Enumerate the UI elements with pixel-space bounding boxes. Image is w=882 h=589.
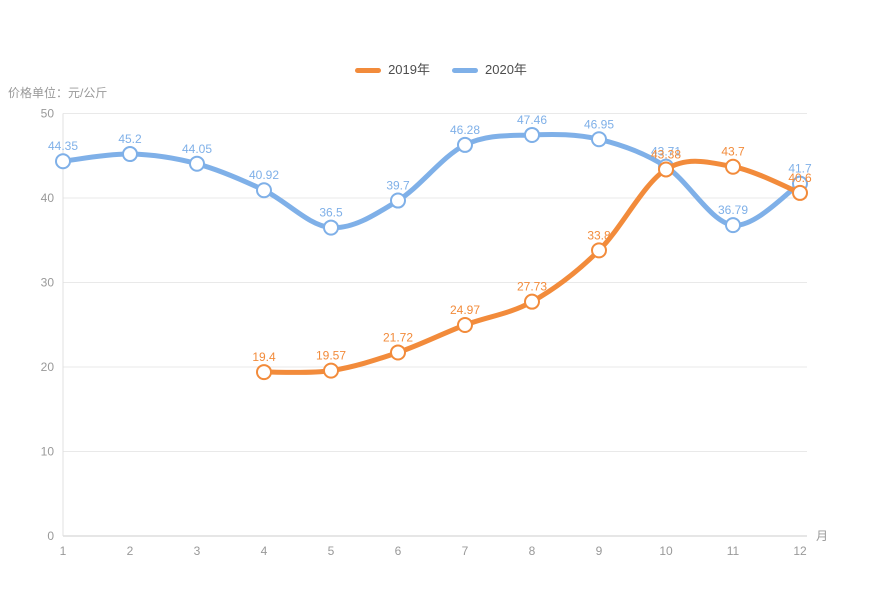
legend-item-2019[interactable]: 2019年 [355,63,430,77]
data-point-label-2020: 40.92 [249,168,279,182]
y-tick-label: 10 [41,445,55,459]
data-point-marker-2019[interactable] [658,161,674,178]
data-point-label-2020: 45.2 [118,132,142,146]
data-point-marker-2019[interactable] [591,242,607,259]
data-point-label-2020: 46.95 [584,117,614,131]
data-point-label-2020: 36.79 [718,203,748,217]
data-point-marker-2020[interactable] [256,182,272,199]
x-tick-label: 5 [328,544,335,558]
data-point-marker-2019[interactable] [457,317,473,334]
legend: 2019年 2020年 [0,63,882,77]
data-point-label-2019: 33.8 [587,228,611,242]
legend-swatch-2019-icon [355,67,382,73]
data-point-marker-2019[interactable] [725,158,741,175]
data-point-marker-2020[interactable] [524,126,540,143]
x-tick-label: 12 [793,544,807,558]
legend-item-2020[interactable]: 2020年 [452,63,527,77]
x-tick-label: 10 [659,544,673,558]
series-line-2020 [60,131,803,231]
y-tick-label: 50 [41,107,55,121]
data-point-label-2019: 27.73 [517,280,547,294]
data-point-marker-2020[interactable] [55,153,71,170]
legend-swatch-2020-icon [452,67,478,73]
data-point-marker-2020[interactable] [591,131,607,148]
data-point-label-2020: 47.46 [517,113,547,127]
x-tick-label: 9 [596,544,603,558]
data-point-marker-2020[interactable] [189,155,205,172]
data-point-label-2020: 41.7 [788,162,812,176]
legend-label-2019: 2019年 [388,62,430,77]
data-point-label-2019: 43.7 [721,145,745,159]
data-point-label-2019: 24.97 [450,303,480,317]
data-point-label-2020: 44.05 [182,142,212,156]
y-axis-unit-label: 价格单位：元/公斤 [8,86,108,100]
x-tick-label: 2 [127,544,134,558]
data-point-label-2019: 19.4 [252,350,276,364]
data-point-label-2019: 21.72 [383,330,413,344]
series-line-2019 [261,158,803,375]
x-tick-label: 8 [529,544,536,558]
data-point-marker-2019[interactable] [792,184,808,201]
data-point-marker-2019[interactable] [390,344,406,361]
data-point-label-2020: 43.71 [651,145,681,159]
data-point-marker-2019[interactable] [323,362,339,379]
y-tick-label: 20 [41,360,55,374]
data-point-marker-2020[interactable] [725,217,741,234]
legend-label-2020: 2020年 [485,62,527,77]
x-tick-label: 3 [194,544,201,558]
data-point-marker-2019[interactable] [524,293,540,310]
x-tick-label: 6 [395,544,402,558]
data-point-label-2020: 36.5 [319,206,343,220]
y-tick-label: 30 [41,276,55,290]
data-point-label-2020: 44.35 [48,139,78,153]
data-point-marker-2020[interactable] [457,136,473,153]
data-point-marker-2020[interactable] [323,219,339,236]
x-tick-label: 7 [462,544,469,558]
data-point-marker-2019[interactable] [256,364,272,381]
data-point-label-2019: 19.57 [316,349,346,363]
data-point-label-2020: 39.7 [386,179,410,193]
x-tick-label: 4 [261,544,268,558]
data-point-marker-2020[interactable] [122,146,138,163]
data-point-label-2019: 43.38 [651,147,681,161]
data-point-label-2020: 46.28 [450,123,480,137]
x-tick-label: 1 [60,544,67,558]
data-point-label-2019: 40.6 [788,171,812,185]
x-axis-name-label: 月 [816,529,829,543]
y-tick-label: 0 [47,529,54,543]
x-tick-label: 11 [727,544,740,558]
y-tick-label: 40 [41,191,55,205]
data-point-marker-2020[interactable] [390,192,406,209]
